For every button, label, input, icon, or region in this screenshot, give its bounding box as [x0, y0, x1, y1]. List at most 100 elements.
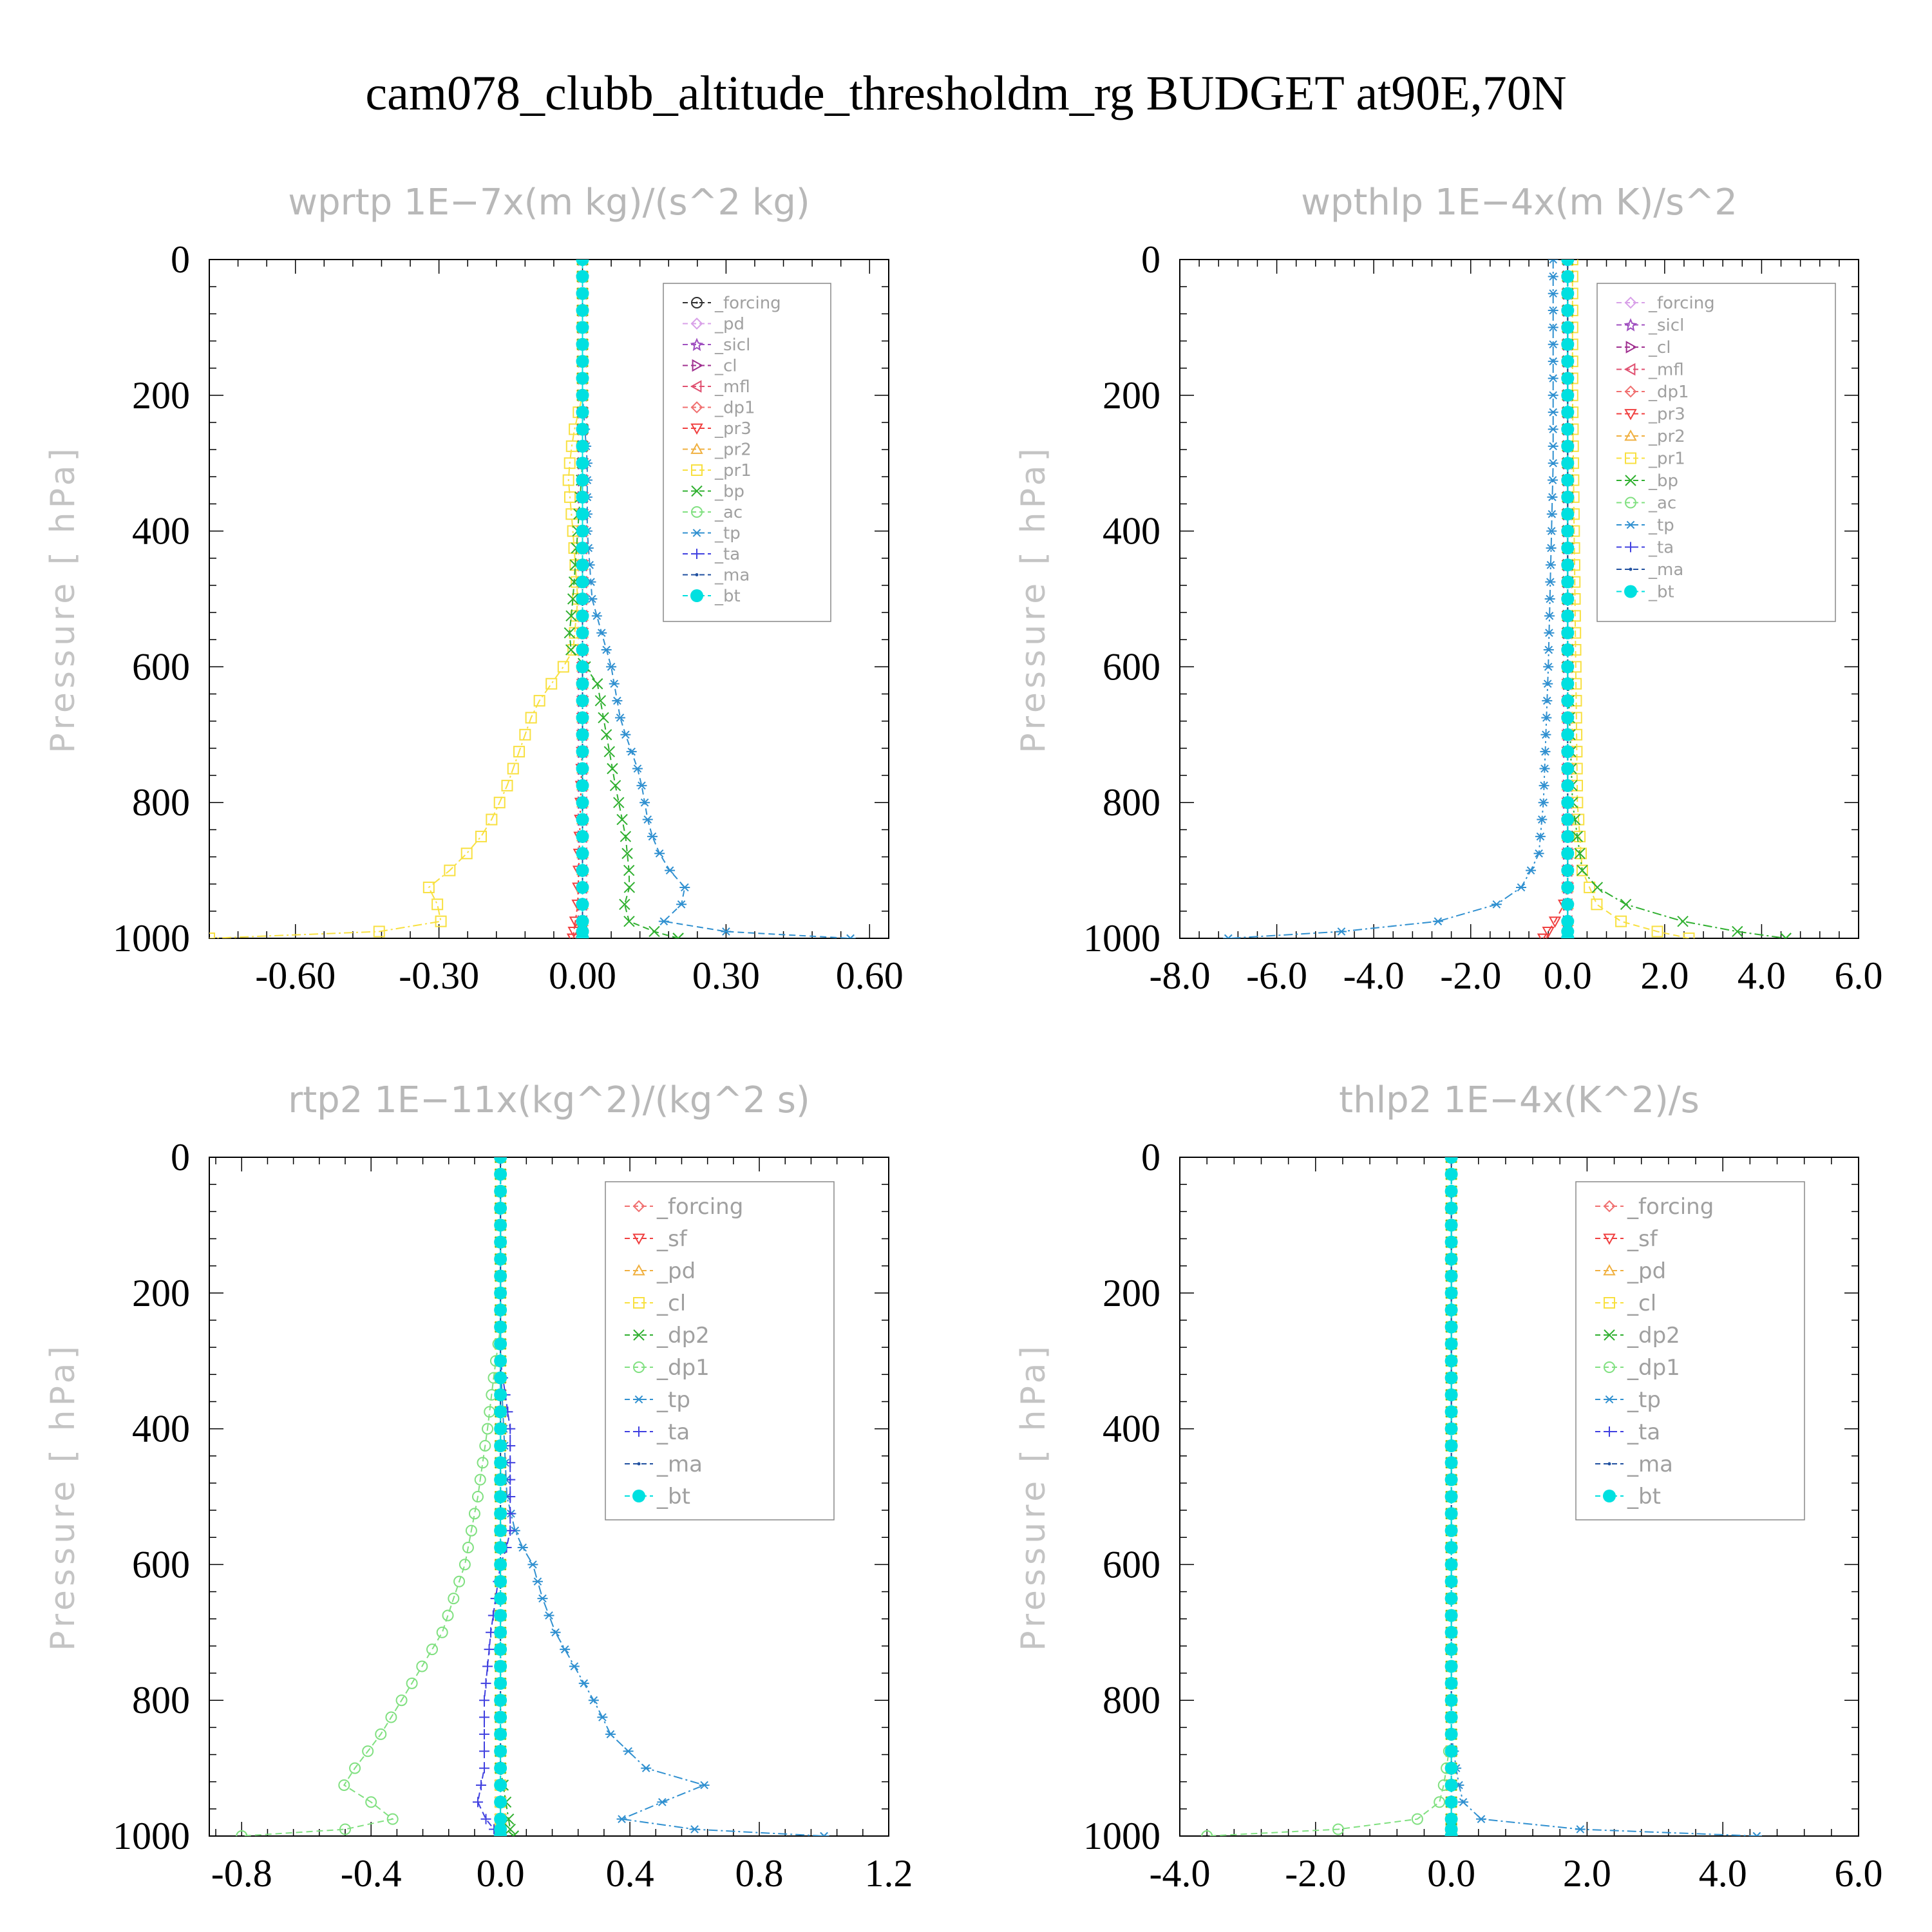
series-point_bt — [494, 1371, 507, 1385]
series-point_pr1 — [486, 813, 498, 826]
series-point_pr1 — [545, 677, 558, 690]
series-point_tp — [605, 1730, 616, 1739]
series-point_bt — [1561, 609, 1575, 623]
series-point_bt — [1561, 388, 1575, 402]
series-point_tp — [1548, 306, 1558, 315]
series-point_tp — [560, 1645, 571, 1654]
series-point_bp — [616, 813, 628, 826]
plot-frame — [1179, 259, 1859, 939]
series-point_bt — [1444, 1269, 1458, 1283]
x-tick-label: 0.00 — [549, 954, 616, 997]
y-tick-label: 200 — [132, 1272, 190, 1314]
series-point_bt — [1444, 1524, 1458, 1537]
series-point_bt — [1561, 372, 1575, 385]
series-point_bt — [1444, 1609, 1458, 1622]
legend-box — [663, 283, 831, 622]
x-tick-label: 1.2 — [865, 1852, 913, 1895]
x-tick-label: 4.0 — [1699, 1852, 1747, 1895]
series-point_bt — [1444, 1812, 1458, 1826]
series-point_tp — [639, 798, 650, 807]
y-tick-label: 1000 — [113, 1815, 190, 1857]
series-group — [209, 260, 856, 938]
series-point_bp — [613, 797, 625, 808]
series-point_bt — [1561, 796, 1575, 810]
legend-label: _pd — [1627, 1258, 1666, 1284]
series-point_dp1 — [442, 1609, 454, 1622]
legend-marker_mfl — [1624, 363, 1636, 376]
series-point_dp1 — [236, 1830, 248, 1836]
series-point_tp — [1548, 442, 1558, 451]
y-tick-label: 400 — [132, 510, 190, 553]
series-point_bt — [494, 1490, 507, 1503]
series-point_bt — [1561, 304, 1575, 317]
legend-marker_ac — [1625, 497, 1636, 509]
series-point_tp — [658, 917, 669, 925]
x-tick-label: -0.30 — [399, 954, 479, 997]
series-point_tp — [1548, 476, 1558, 484]
series-point_tp — [596, 629, 607, 638]
series-point_pr1 — [444, 864, 456, 876]
legend-label: _tp — [1627, 1387, 1661, 1413]
series-point_bt — [576, 388, 589, 402]
series-point_bt — [1561, 524, 1575, 538]
series-point_bt — [1561, 932, 1575, 938]
series-point_bt — [1444, 1473, 1458, 1486]
series-point_bt — [494, 1269, 507, 1283]
series-point_bt — [576, 337, 589, 351]
series-point_ta — [479, 1746, 490, 1757]
series-point_bt — [1561, 711, 1575, 724]
series-point_bt — [1444, 1354, 1458, 1368]
series-point_bt — [1561, 847, 1575, 860]
legend-label: _pr2 — [1648, 427, 1685, 446]
series-point_bt — [1444, 1625, 1458, 1639]
series-point_bt — [576, 558, 589, 572]
series-point_tp — [1543, 645, 1554, 654]
legend-label: _bt — [1627, 1484, 1661, 1510]
series-point_bt — [494, 1337, 507, 1350]
x-tick-label: 0.4 — [606, 1852, 654, 1895]
series-point_tp — [578, 1679, 589, 1688]
legend-label: _ta — [1627, 1419, 1660, 1445]
legend-label: _pr1 — [1648, 450, 1685, 469]
series-point_bt — [1444, 1761, 1458, 1775]
series-point_bt — [1561, 457, 1575, 470]
series-point_bt — [1561, 694, 1575, 708]
series-point_dp1 — [386, 1813, 399, 1825]
x-tick-label: 6.0 — [1835, 954, 1883, 997]
series-point_pr1 — [1615, 915, 1627, 927]
series-point_tp — [1546, 544, 1557, 553]
series-point_bt — [1444, 1286, 1458, 1300]
series-point_bt — [494, 1422, 507, 1435]
x-tick-label: 2.0 — [1563, 1852, 1611, 1895]
series-point_tp — [544, 1611, 554, 1620]
series-point_ta — [476, 1779, 486, 1790]
series-point_bp — [623, 864, 635, 876]
series-point_tp — [612, 696, 623, 705]
series-point_pr1 — [507, 762, 519, 775]
legend-marker_tp — [692, 529, 702, 537]
series-point_bt — [1561, 677, 1575, 690]
series-group — [1223, 260, 1792, 938]
series-point_bt — [576, 575, 589, 589]
legend-marker_bt — [690, 589, 703, 602]
series-point_bt — [576, 592, 589, 605]
series-point_bt — [576, 439, 589, 453]
series-point_tp — [679, 883, 690, 892]
legend-marker_ta — [634, 1426, 644, 1437]
legend-label: _ma — [714, 566, 750, 585]
series-point_tp — [588, 1696, 599, 1705]
series-point_dp1 — [365, 1796, 377, 1808]
series-point_tp — [1548, 425, 1558, 433]
series-point_dp1 — [1201, 1830, 1213, 1836]
legend-marker_cl — [1625, 341, 1638, 354]
series-point_tp — [626, 747, 637, 756]
series-point_dp2 — [504, 1823, 516, 1835]
legend-label: _cl — [1627, 1291, 1656, 1316]
series-point_tp — [620, 730, 631, 739]
series-point_bp — [1732, 925, 1743, 938]
series-point_bp — [623, 882, 636, 893]
legend-marker_bt — [1603, 1490, 1616, 1502]
series-point_dp2 — [507, 1830, 519, 1836]
series-point_bt — [1561, 779, 1575, 792]
legend-marker_bt — [1624, 585, 1637, 598]
